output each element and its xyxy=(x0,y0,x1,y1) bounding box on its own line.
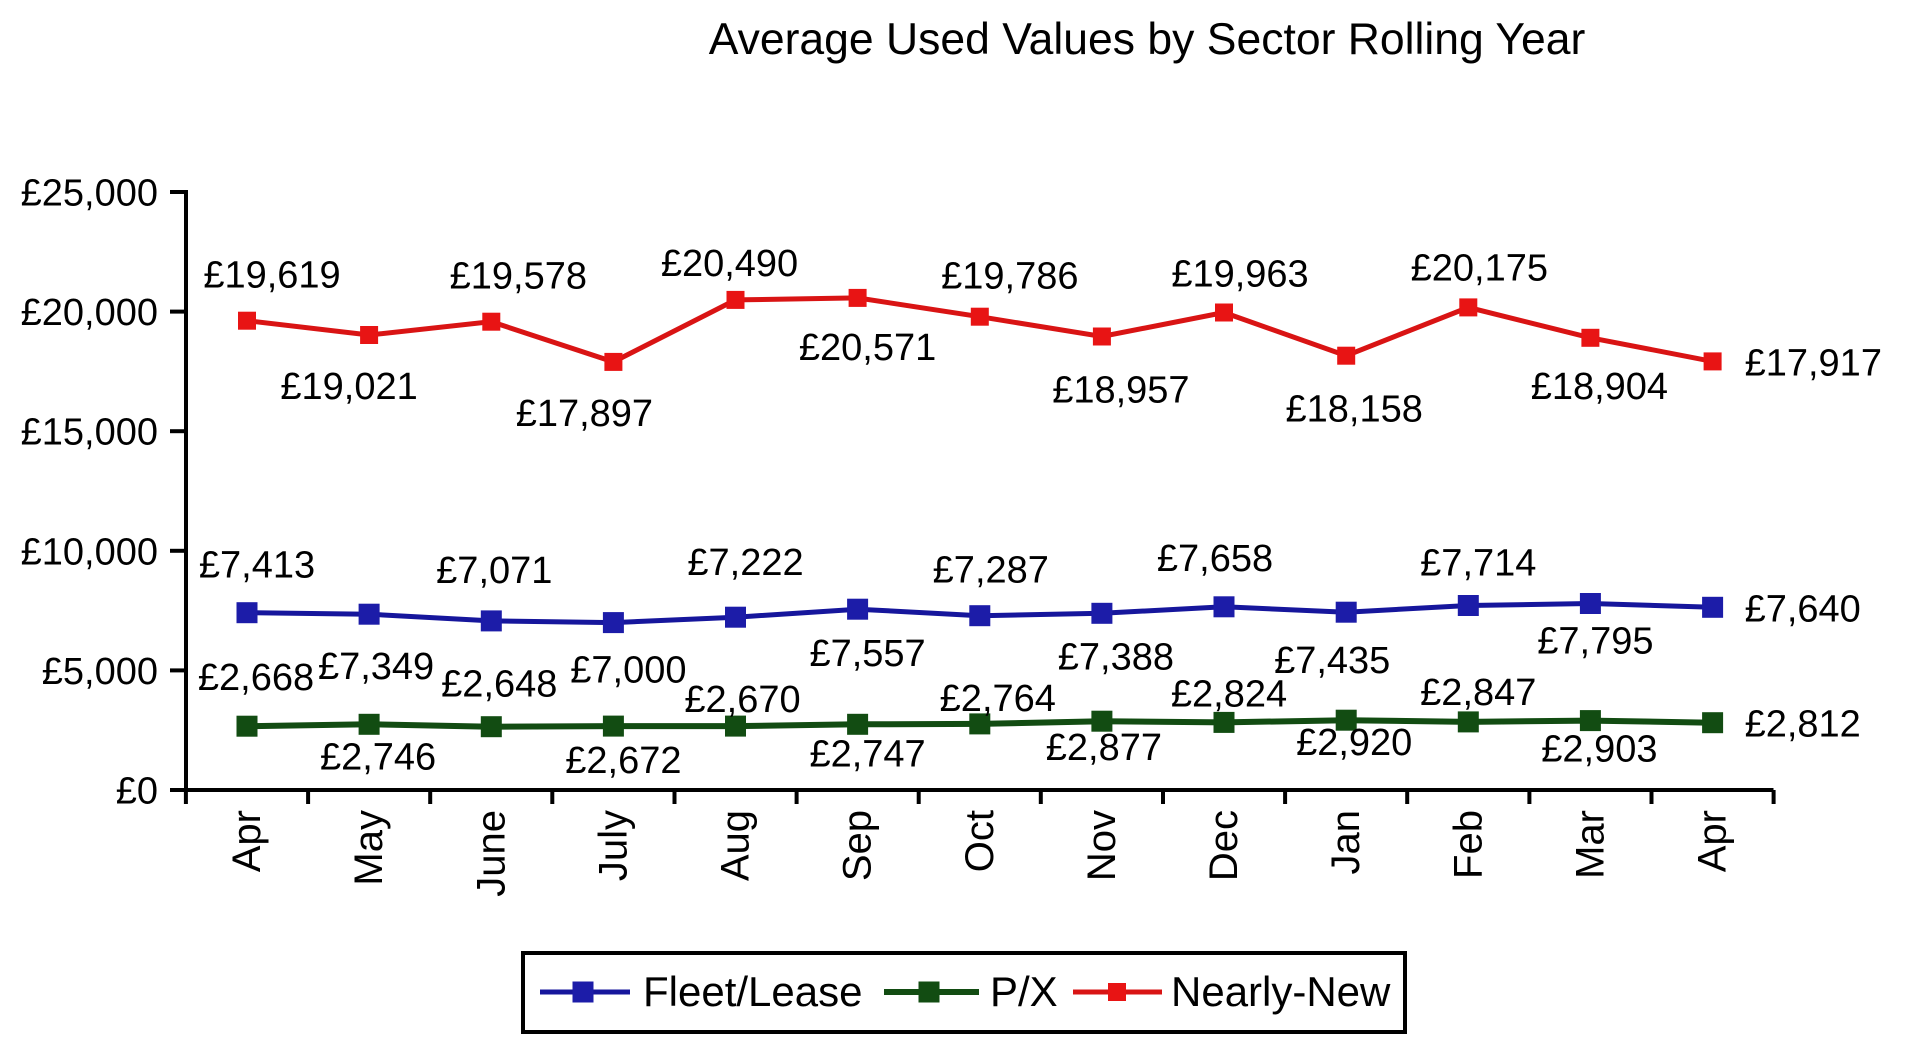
svg-text:Fleet/Lease: Fleet/Lease xyxy=(643,968,862,1015)
svg-text:£18,957: £18,957 xyxy=(1052,370,1189,412)
svg-text:Apr: Apr xyxy=(1691,810,1735,872)
svg-text:£19,578: £19,578 xyxy=(450,256,587,298)
svg-text:£19,619: £19,619 xyxy=(203,255,340,297)
svg-text:£2,824: £2,824 xyxy=(1171,673,1287,715)
svg-text:Average Used Values by Sector: Average Used Values by Sector Rolling Ye… xyxy=(709,15,1586,64)
svg-text:Oct: Oct xyxy=(958,810,1002,872)
svg-text:£2,812: £2,812 xyxy=(1745,704,1861,746)
svg-text:£7,349: £7,349 xyxy=(318,646,434,688)
svg-text:Aug: Aug xyxy=(714,810,758,881)
svg-text:June: June xyxy=(469,810,513,897)
svg-text:Jan: Jan xyxy=(1324,810,1368,875)
svg-text:£20,175: £20,175 xyxy=(1411,247,1548,289)
svg-text:£2,920: £2,920 xyxy=(1296,722,1412,764)
svg-text:£7,557: £7,557 xyxy=(809,633,925,675)
svg-text:Feb: Feb xyxy=(1446,810,1490,879)
svg-text:£7,222: £7,222 xyxy=(687,542,803,584)
svg-text:£7,714: £7,714 xyxy=(1420,543,1536,585)
svg-text:Sep: Sep xyxy=(836,810,880,881)
svg-text:Dec: Dec xyxy=(1202,810,1246,881)
svg-text:£20,571: £20,571 xyxy=(799,327,936,369)
svg-text:£20,000: £20,000 xyxy=(21,292,158,334)
svg-text:Nov: Nov xyxy=(1080,810,1124,881)
svg-text:£7,000: £7,000 xyxy=(570,650,686,692)
svg-text:£2,746: £2,746 xyxy=(320,736,436,778)
svg-text:£7,640: £7,640 xyxy=(1745,588,1861,630)
svg-text:£2,764: £2,764 xyxy=(940,678,1056,720)
svg-text:Mar: Mar xyxy=(1568,810,1612,879)
svg-text:£2,648: £2,648 xyxy=(441,664,557,706)
svg-text:£2,668: £2,668 xyxy=(198,657,314,699)
svg-text:£2,672: £2,672 xyxy=(565,740,681,782)
svg-text:£2,903: £2,903 xyxy=(1541,729,1657,771)
svg-text:£18,158: £18,158 xyxy=(1286,389,1423,431)
svg-text:£7,435: £7,435 xyxy=(1274,640,1390,682)
svg-text:£2,877: £2,877 xyxy=(1046,727,1162,769)
svg-text:£17,917: £17,917 xyxy=(1745,342,1882,384)
svg-text:£0: £0 xyxy=(116,771,158,813)
svg-text:£2,670: £2,670 xyxy=(684,679,800,721)
svg-text:£15,000: £15,000 xyxy=(21,412,158,454)
svg-text:£19,021: £19,021 xyxy=(280,366,417,408)
svg-text:£7,287: £7,287 xyxy=(933,550,1049,592)
svg-text:£2,847: £2,847 xyxy=(1420,672,1536,714)
svg-text:£20,490: £20,490 xyxy=(661,243,798,285)
svg-text:July: July xyxy=(591,810,635,881)
svg-text:£25,000: £25,000 xyxy=(21,173,158,215)
svg-text:£10,000: £10,000 xyxy=(21,531,158,573)
svg-text:£17,897: £17,897 xyxy=(516,393,653,435)
svg-text:£18,904: £18,904 xyxy=(1531,366,1668,408)
svg-text:Apr: Apr xyxy=(225,810,269,872)
svg-text:£7,388: £7,388 xyxy=(1058,636,1174,678)
svg-text:May: May xyxy=(347,810,391,886)
svg-text:£19,963: £19,963 xyxy=(1171,254,1308,296)
svg-text:£19,786: £19,786 xyxy=(941,256,1078,298)
svg-text:P/X: P/X xyxy=(990,968,1058,1015)
svg-text:£7,658: £7,658 xyxy=(1157,538,1273,580)
svg-text:£7,071: £7,071 xyxy=(436,550,552,592)
svg-text:Nearly-New: Nearly-New xyxy=(1171,968,1391,1015)
svg-text:£7,795: £7,795 xyxy=(1537,621,1653,663)
svg-text:£7,413: £7,413 xyxy=(199,545,315,587)
svg-text:£2,747: £2,747 xyxy=(809,733,925,775)
svg-text:£5,000: £5,000 xyxy=(42,651,158,693)
